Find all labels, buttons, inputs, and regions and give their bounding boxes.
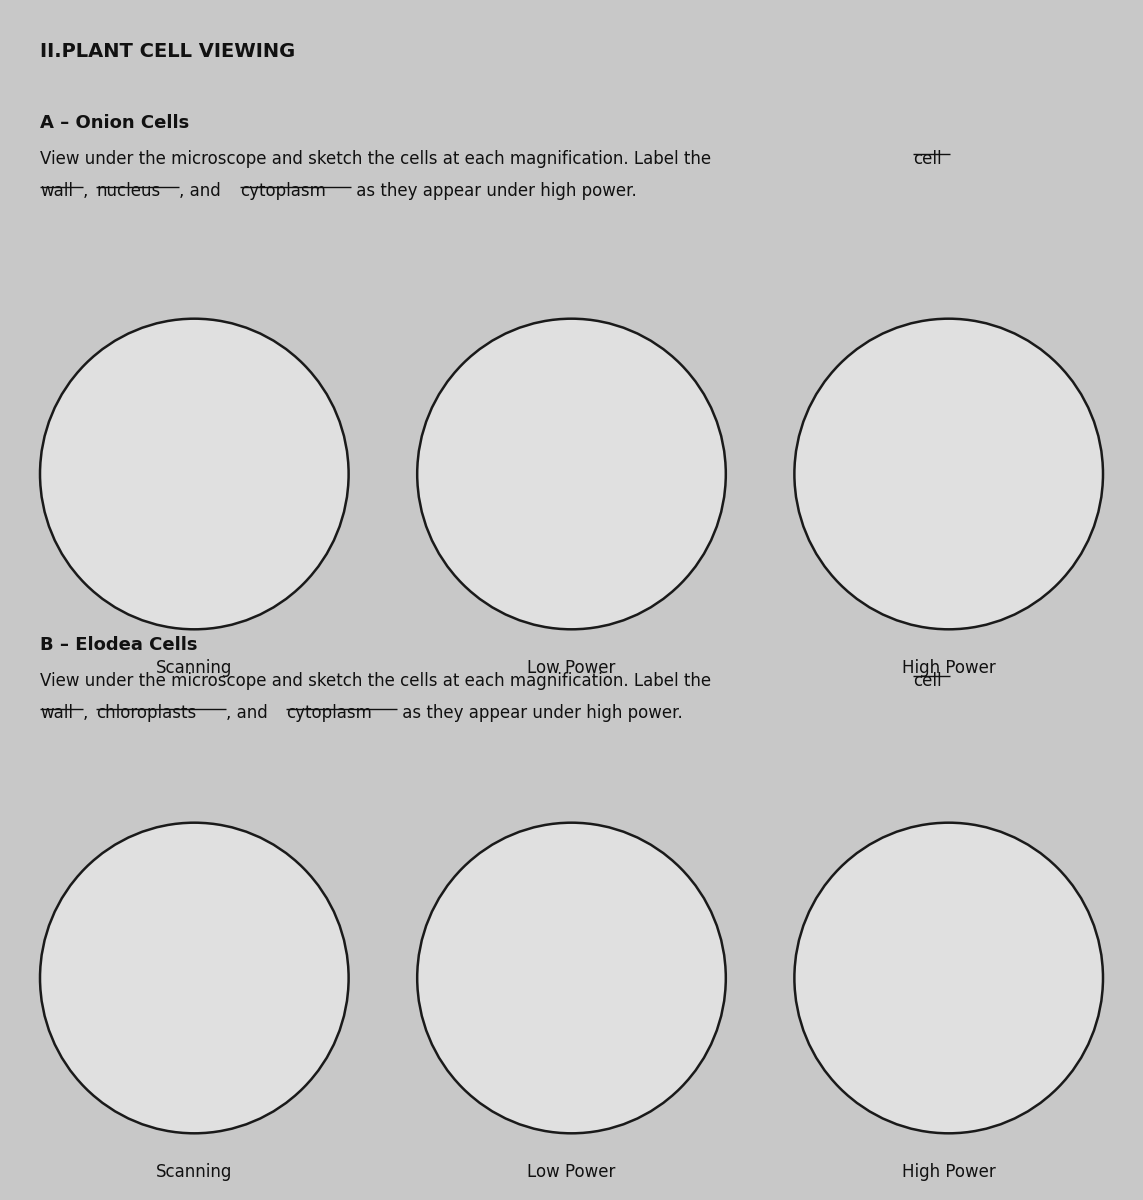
Text: ,: , [82,182,94,200]
Text: as they appear under high power.: as they appear under high power. [351,182,637,200]
Text: II.PLANT CELL VIEWING: II.PLANT CELL VIEWING [40,42,295,61]
Text: wall: wall [40,182,73,200]
Text: cytoplasm: cytoplasm [286,704,373,722]
Text: ,: , [82,704,94,722]
Text: as they appear under high power.: as they appear under high power. [397,704,682,722]
Text: A – Onion Cells: A – Onion Cells [40,114,190,132]
Text: cell: cell [913,150,942,168]
Text: B – Elodea Cells: B – Elodea Cells [40,636,198,654]
Text: Low Power: Low Power [527,659,616,677]
Text: nucleus: nucleus [96,182,160,200]
Text: Low Power: Low Power [527,1163,616,1181]
Text: View under the microscope and sketch the cells at each magnification. Label the: View under the microscope and sketch the… [40,150,717,168]
Text: wall: wall [40,704,73,722]
Text: High Power: High Power [902,1163,996,1181]
Text: , and: , and [225,704,273,722]
Ellipse shape [794,319,1103,629]
Ellipse shape [40,823,349,1133]
Text: Scanning: Scanning [157,659,232,677]
Ellipse shape [40,319,349,629]
Text: Scanning: Scanning [157,1163,232,1181]
Text: cytoplasm: cytoplasm [240,182,326,200]
Ellipse shape [417,823,726,1133]
Text: View under the microscope and sketch the cells at each magnification. Label the: View under the microscope and sketch the… [40,672,717,690]
Ellipse shape [794,823,1103,1133]
Ellipse shape [417,319,726,629]
Text: , and: , and [179,182,226,200]
Text: cell: cell [913,672,942,690]
Text: chloroplasts: chloroplasts [96,704,197,722]
Text: High Power: High Power [902,659,996,677]
